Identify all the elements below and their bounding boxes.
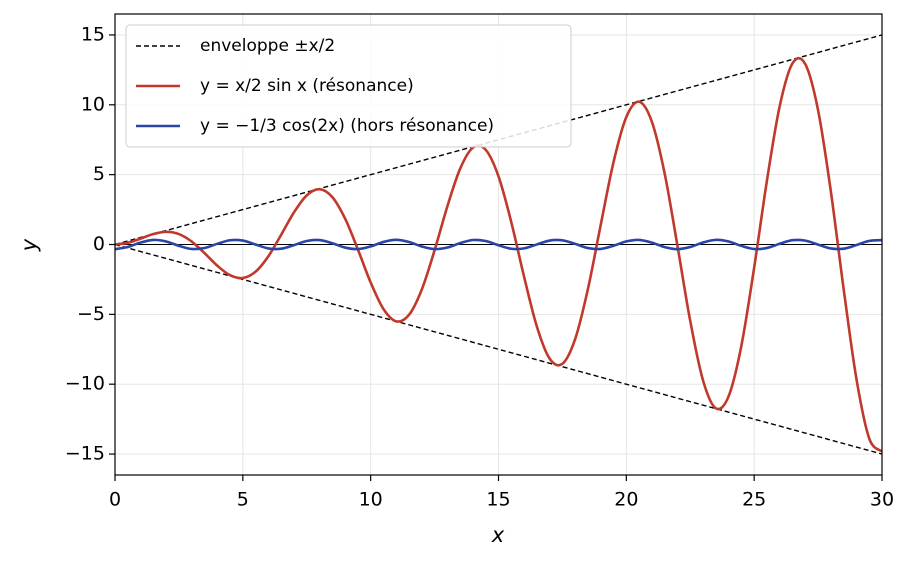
x-tick-label: 20 (614, 489, 638, 511)
y-tick-label: −10 (65, 373, 105, 395)
y-tick-label: 5 (93, 163, 105, 185)
x-tick-label: 0 (109, 489, 121, 511)
series-line (115, 243, 882, 455)
legend-label: enveloppe ±x/2 (200, 36, 335, 56)
y-axis-label: y (17, 238, 41, 252)
y-tick-label: −5 (77, 303, 105, 325)
y-tick-label: 15 (81, 23, 105, 45)
x-tick-label: 10 (359, 489, 383, 511)
y-tick-label: −15 (65, 443, 105, 465)
series-line (115, 34, 882, 246)
legend-label: y = x/2 sin x (résonance) (200, 76, 414, 96)
x-tick-label: 30 (870, 489, 894, 511)
series-line (115, 56, 882, 453)
plot-frame (114, 13, 883, 476)
series-line (115, 238, 882, 251)
y-tick-label: 0 (93, 233, 105, 255)
legend-label: y = −1/3 cos(2x) (hors résonance) (200, 116, 494, 136)
legend-box (125, 24, 572, 148)
x-axis-label: x (491, 523, 505, 547)
x-tick-label: 5 (237, 489, 249, 511)
x-tick-label: 15 (486, 489, 510, 511)
x-tick-label: 25 (742, 489, 766, 511)
y-tick-label: 10 (81, 93, 105, 115)
